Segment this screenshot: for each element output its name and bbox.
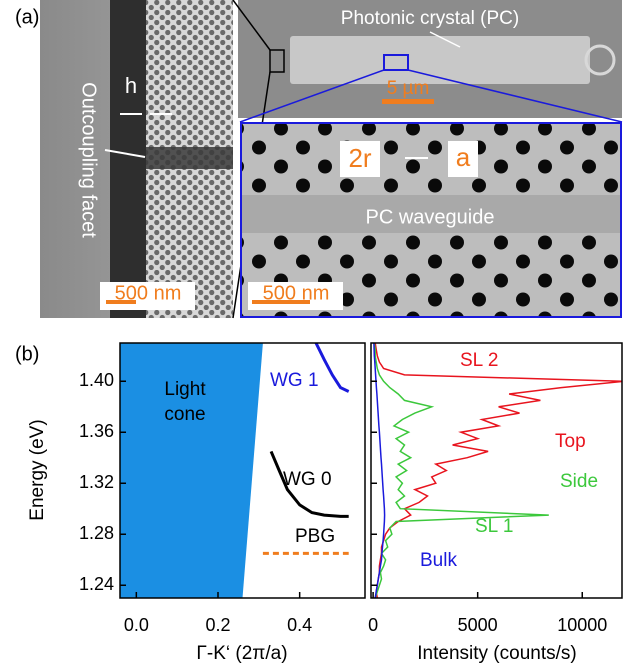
- x-axis-label: Intensity (counts/s): [417, 643, 576, 664]
- y-tick-label: 1.36: [79, 421, 114, 441]
- plot-frame: [119, 342, 366, 599]
- scale-bar: [382, 99, 434, 104]
- scale-bar: [106, 300, 136, 304]
- x-tick-label: 0.2: [205, 615, 230, 635]
- plot-area: [373, 343, 622, 598]
- light-cone: [120, 343, 263, 598]
- series-line: [314, 343, 350, 393]
- scale-label: 500 nm: [115, 282, 182, 304]
- zoom-box: [269, 49, 285, 73]
- panel-label: (a): [15, 6, 39, 28]
- x-tick-label: 0: [368, 615, 378, 635]
- label-box: [248, 282, 343, 310]
- arrow: [429, 31, 461, 48]
- scale-label: 500 nm: [263, 282, 330, 304]
- zoom-line: [239, 69, 385, 123]
- x-tick-label: 0.4: [287, 615, 312, 635]
- sem-detail-waveguide: [242, 195, 620, 233]
- sem-label: 2r: [348, 143, 371, 173]
- arrow: [104, 149, 146, 158]
- y-axis-label: Energy (eV): [27, 419, 48, 520]
- x-axis-label: Γ-K‘ (2π/a): [196, 643, 287, 664]
- x-tick-label: 0.0: [124, 615, 149, 635]
- series-label: Top: [555, 431, 586, 452]
- plot-area: [262, 343, 350, 555]
- sem-waveguide: [146, 147, 233, 169]
- label-box: [448, 141, 478, 177]
- annotation: SL 2: [460, 350, 498, 371]
- sem-taper: [584, 44, 616, 76]
- cone-label: Light: [164, 379, 206, 400]
- series-line: [269, 450, 349, 518]
- y-tick-label: 1.24: [79, 574, 114, 594]
- sem-label: a: [456, 142, 471, 172]
- y-tick-label: 1.40: [79, 370, 114, 390]
- series-line: [373, 343, 386, 598]
- zoom-line: [407, 69, 623, 123]
- x-tick-label: 10000: [557, 615, 607, 635]
- x-tick-label: 5000: [458, 615, 498, 635]
- zoom-line: [232, 0, 271, 51]
- curve-label: WG 1: [270, 370, 319, 391]
- zoom-box: [383, 54, 409, 71]
- scale-bar: [252, 300, 310, 304]
- series-label: Side: [560, 471, 598, 492]
- scale-label: 5 µm: [387, 78, 430, 99]
- sem-facet-edge: [110, 0, 146, 318]
- sem-label: PC waveguide: [366, 206, 495, 228]
- plot-frame: [370, 342, 623, 599]
- series-label: Bulk: [420, 550, 457, 571]
- annotation: SL 1: [475, 516, 513, 537]
- y-tick-label: 1.28: [79, 523, 114, 543]
- sem-crystal: [290, 36, 590, 84]
- curve-label: WG 0: [283, 469, 332, 490]
- sem-label: h: [125, 73, 137, 98]
- label-box: [340, 141, 380, 177]
- sem-label: Photonic crystal (PC): [341, 8, 519, 29]
- label-box: [100, 282, 195, 310]
- series-line: [373, 343, 549, 598]
- panel-label: (b): [15, 343, 39, 365]
- sem-label: Outcoupling facet: [78, 82, 100, 238]
- y-tick-label: 1.32: [79, 472, 114, 492]
- cone-label: cone: [164, 404, 205, 425]
- sem-panel: (a) Photonic crystal (PC) 5 µm Outcoupli…: [15, 0, 623, 319]
- curve-label: PBG: [295, 526, 335, 547]
